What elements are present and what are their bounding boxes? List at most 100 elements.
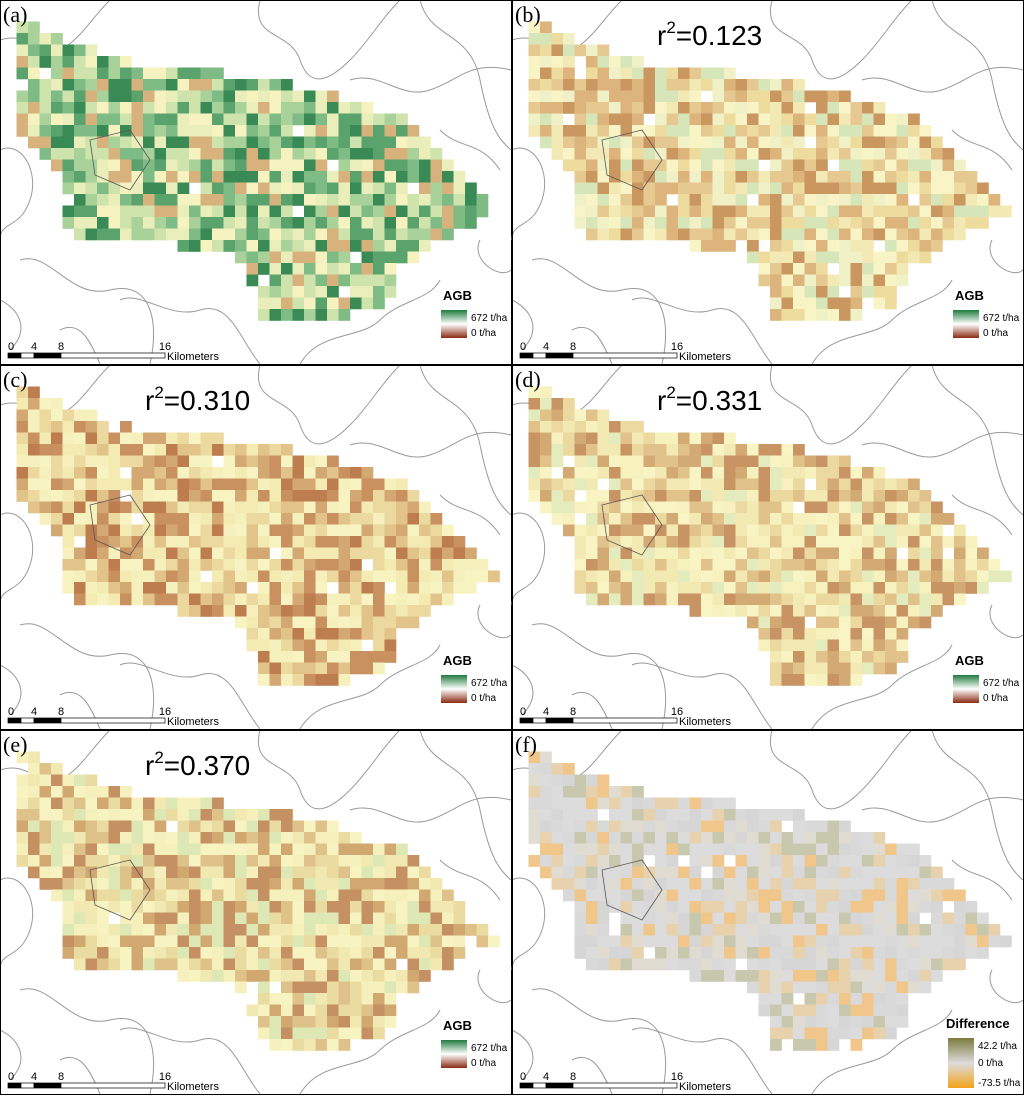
raster-cell	[758, 513, 771, 525]
raster-cell	[143, 958, 155, 971]
raster-cell	[442, 194, 454, 206]
raster-cell	[839, 947, 851, 959]
raster-cell	[292, 194, 305, 206]
raster-cell	[862, 228, 874, 241]
raster-cell	[850, 889, 863, 902]
raster-cell	[327, 136, 339, 149]
raster-cell	[338, 912, 351, 925]
raster-cell	[609, 67, 621, 80]
raster-cell	[862, 662, 874, 675]
raster-cell	[327, 1027, 339, 1040]
raster-cell	[281, 582, 293, 594]
raster-cell	[258, 970, 270, 982]
raster-cell	[954, 536, 966, 548]
raster-cell	[586, 901, 598, 913]
raster-cell	[246, 444, 259, 456]
raster-cell	[189, 228, 201, 241]
raster-cell	[850, 297, 863, 310]
raster-cell	[563, 866, 575, 879]
r-symbol: r	[657, 385, 666, 416]
raster-cell	[850, 501, 863, 514]
raster-cell	[609, 866, 621, 879]
raster-cell	[919, 228, 932, 241]
raster-cell	[442, 159, 454, 172]
raster-cell	[632, 866, 644, 879]
raster-cell	[954, 194, 966, 206]
raster-cell	[804, 286, 817, 298]
raster-cell	[747, 159, 759, 172]
raster-cell	[839, 536, 851, 548]
raster-cell	[373, 570, 385, 583]
raster-cell	[258, 981, 270, 994]
raster-cell	[609, 444, 621, 456]
raster-cell	[551, 90, 564, 103]
raster-cell	[258, 251, 270, 264]
raster-cell	[896, 513, 909, 525]
raster-cell	[850, 148, 863, 160]
raster-cell	[200, 444, 213, 456]
raster-cell	[108, 855, 121, 867]
raster-cell	[563, 843, 575, 856]
raster-cell	[885, 843, 897, 856]
raster-cell	[373, 651, 385, 663]
legend-title: Difference	[946, 1016, 1010, 1031]
raster-cell	[177, 958, 190, 971]
raster-cell	[793, 547, 805, 560]
raster-cell	[724, 182, 736, 195]
raster-cell	[678, 866, 690, 879]
raster-cell	[292, 217, 305, 229]
raster-cell	[246, 547, 259, 560]
raster-cell	[189, 889, 201, 902]
raster-cell	[620, 901, 633, 913]
raster-cell	[931, 935, 943, 948]
raster-cell	[804, 628, 817, 640]
raster-cell	[804, 593, 817, 606]
raster-cell	[586, 125, 598, 137]
raster-cell	[269, 251, 282, 264]
raster-cell	[396, 843, 408, 856]
raster-cell	[350, 935, 362, 948]
raster-cell	[862, 171, 874, 183]
raster-cell	[212, 947, 224, 959]
raster-cell	[292, 490, 305, 502]
raster-cell	[304, 125, 316, 137]
raster-cell	[327, 947, 339, 959]
legend-ramp	[953, 310, 979, 338]
raster-cell	[269, 912, 282, 925]
raster-cell	[770, 616, 782, 629]
raster-cell	[131, 501, 144, 514]
raster-cell	[212, 958, 224, 971]
raster-cell	[919, 125, 932, 137]
raster-cell	[666, 148, 679, 160]
raster-cell	[678, 889, 690, 902]
raster-cell	[143, 889, 155, 902]
raster-cell	[154, 878, 167, 890]
raster-cell	[793, 159, 805, 172]
raster-cell	[586, 855, 598, 867]
raster-cell	[942, 912, 955, 925]
raster-cell	[770, 1016, 782, 1028]
raster-cell	[712, 958, 725, 971]
raster-cell	[453, 947, 466, 959]
raster-cell	[839, 1016, 851, 1028]
raster-cell	[678, 582, 690, 594]
raster-cell	[338, 981, 351, 994]
raster-cell	[62, 935, 75, 948]
raster-cell	[977, 547, 989, 560]
raster-cell	[120, 797, 132, 810]
raster-cell	[551, 513, 564, 525]
raster-cell	[574, 878, 587, 890]
raster	[528, 21, 1012, 321]
raster-cell	[896, 501, 909, 514]
raster-cell	[62, 889, 75, 902]
raster-cell	[62, 878, 75, 890]
raster-cell	[28, 501, 40, 514]
raster-cell	[465, 559, 477, 571]
raster-cell	[770, 90, 782, 103]
raster-cell	[873, 536, 886, 548]
raster-cell	[896, 205, 909, 218]
raster-cell	[281, 855, 293, 867]
raster-cell	[609, 559, 621, 571]
raster-cell	[931, 159, 943, 172]
raster-cell	[292, 159, 305, 172]
